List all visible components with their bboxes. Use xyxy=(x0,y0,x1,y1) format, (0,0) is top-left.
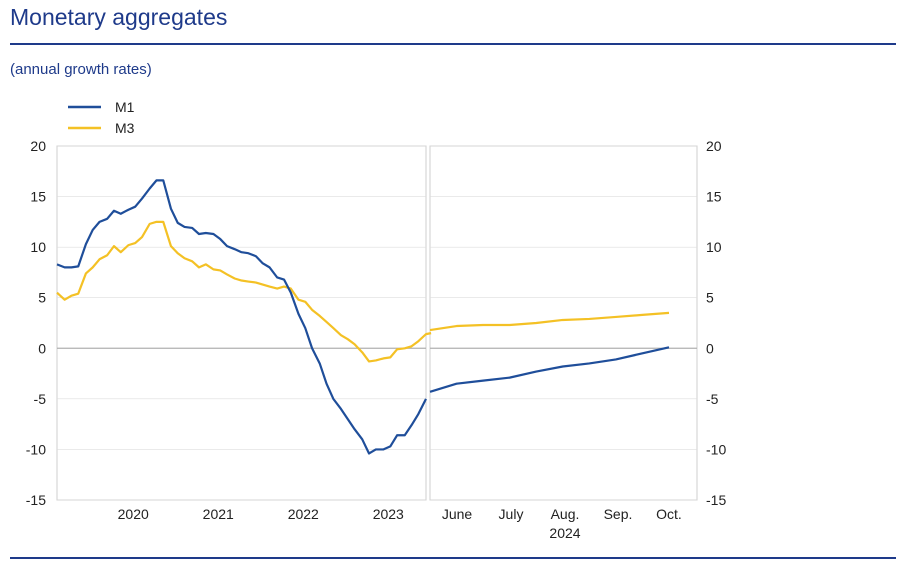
y-tick-label-left: -15 xyxy=(26,492,46,508)
legend-label-m3: M3 xyxy=(115,120,135,136)
y-tick-label-left: 5 xyxy=(38,290,46,306)
x-tick-label-year: 2020 xyxy=(118,506,149,522)
y-tick-label-right: 0 xyxy=(706,340,714,356)
x-tick-label-month: July xyxy=(499,506,524,522)
x-axis-year-label: 2024 xyxy=(549,525,580,541)
legend-label-m1: M1 xyxy=(115,99,135,115)
x-tick-label-year: 2023 xyxy=(373,506,404,522)
x-tick-label-year: 2022 xyxy=(288,506,319,522)
y-tick-label-right: -15 xyxy=(706,492,726,508)
page-title: Monetary aggregates xyxy=(10,4,228,30)
y-tick-label-left: 0 xyxy=(38,340,46,356)
x-tick-label-month: Sep. xyxy=(604,506,633,522)
y-tick-label-right: 5 xyxy=(706,290,714,306)
y-tick-label-right: -5 xyxy=(706,391,719,407)
x-tick-label-month: Aug. xyxy=(551,506,580,522)
y-tick-label-left: 20 xyxy=(30,138,46,154)
series-line-m3-2024 xyxy=(429,311,670,332)
x-tick-label-month: Oct. xyxy=(656,506,682,522)
series-line-m1-2024 xyxy=(429,346,670,393)
x-tick-label-year: 2021 xyxy=(203,506,234,522)
y-tick-label-right: -10 xyxy=(706,441,726,457)
y-tick-label-left: -10 xyxy=(26,441,46,457)
x-tick-label-month: June xyxy=(442,506,473,522)
panel-frame-2024 xyxy=(429,145,698,501)
footer-rule xyxy=(10,557,896,559)
series-line-m3-history xyxy=(56,220,432,363)
y-tick-label-left: -5 xyxy=(34,391,47,407)
panel-frame-history xyxy=(56,145,427,501)
y-tick-label-right: 15 xyxy=(706,189,722,205)
y-tick-label-left: 10 xyxy=(30,239,46,255)
series-line-m1-history xyxy=(56,179,427,455)
y-tick-label-left: 15 xyxy=(30,189,46,205)
chart-subtitle: (annual growth rates) xyxy=(10,61,152,78)
y-tick-label-right: 10 xyxy=(706,239,722,255)
y-tick-label-right: 20 xyxy=(706,138,722,154)
title-rule xyxy=(10,43,896,45)
